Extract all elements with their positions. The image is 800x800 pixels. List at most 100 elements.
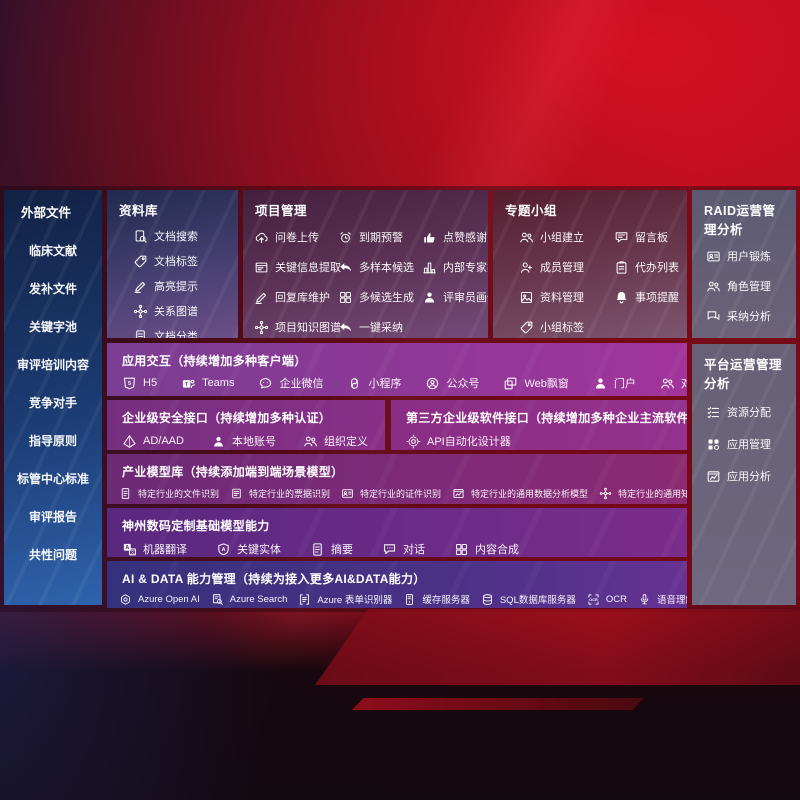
sidebar-item: 竞争对手 (28, 396, 77, 410)
feature-item-label: 多样本候选 (359, 262, 414, 274)
feature-item-label: AD/AAD (143, 435, 184, 447)
feature-item: 组织定义 (303, 433, 368, 449)
feature-item: 问卷上传 (254, 229, 338, 245)
feature-item-label: 回复库维护 (275, 292, 330, 304)
feature-item: 缓存服务器 (403, 592, 470, 606)
openai-icon (119, 593, 132, 606)
highlight-pen-icon (133, 279, 148, 294)
feature-item: 高亮提示 (133, 278, 238, 294)
feature-item: SQL数据库服务器 (481, 592, 576, 606)
sidebar-item: 审评报告 (28, 510, 77, 524)
alarm-warning-icon (338, 230, 353, 245)
feature-item: 应用分析 (706, 468, 796, 484)
feature-item-label: 企业微信 (279, 378, 324, 390)
feature-item-label: 代办列表 (635, 262, 679, 274)
feature-item-label: 高亮提示 (154, 281, 198, 293)
sidebar-item: 共性问题 (28, 548, 77, 562)
feature-item: 摘要 (310, 541, 353, 557)
feature-item-label: 缓存服务器 (422, 595, 470, 606)
panel-repository: 资料库 文档搜索 文档标签 高亮提示 关系图谱 文档分类 (107, 190, 238, 338)
feature-item-label: 项目知识图谱 (275, 322, 341, 334)
feature-item: A 关键实体 (216, 541, 281, 557)
feature-item: 事项提醒 (614, 289, 687, 305)
cloud-upload-icon (254, 230, 269, 245)
interaction-client-list: 5 H5 T Teams 企业微信 小程序 公众号 Web飘窗 门户 对话 (122, 375, 687, 391)
reply-pen-icon (254, 290, 269, 305)
feature-item-label: H5 (143, 377, 158, 389)
feature-item: 门户 (593, 375, 636, 391)
band-base-models: 神州数码定制基础模型能力 A 文机器翻译 A 关键实体 摘要 对话 内容合成 (107, 508, 687, 557)
feature-item: Web飘窗 (503, 375, 569, 391)
form-recognizer-icon (298, 593, 311, 606)
feature-item-label: 特定行业的通用数据分析模型 (471, 489, 589, 499)
expert-rank-icon (422, 260, 437, 275)
doc-classify-icon (133, 329, 148, 338)
band-thirdparty-interface: 第三方企业级软件接口（持续增加多种企业主流软件接口） API自动化设计器 (391, 400, 687, 450)
svg-text:文: 文 (130, 548, 135, 555)
feature-item: 采纳分析 (706, 308, 796, 324)
feature-item-label: 小组建立 (540, 232, 584, 244)
wecom-icon (258, 376, 273, 391)
doc-tag-icon (133, 254, 148, 269)
member-manage-icon (519, 260, 534, 275)
feature-item-label: 角色管理 (727, 281, 771, 293)
security-auth-list: AD/AAD 本地账号 组织定义 (122, 433, 385, 449)
svg-text:A: A (125, 545, 129, 551)
feature-item: 点赞感谢 (422, 229, 488, 245)
bottom-red-shape (315, 609, 800, 685)
feature-item: 小组标签 (519, 319, 614, 335)
feature-item: 回复库维护 (254, 289, 338, 305)
resource-alloc-icon (706, 405, 721, 420)
feature-item-label: 公众号 (446, 378, 480, 390)
bottom-red-bar (352, 698, 644, 710)
feature-item-label: 采纳分析 (727, 311, 771, 323)
feature-item-label: 文档分类 (154, 331, 198, 338)
thumbs-up-icon (422, 230, 437, 245)
band-app-interaction: 应用交互（持续增加多种客户端） 5 H5 T Teams 企业微信 小程序 公众号 Web飘窗… (107, 343, 687, 396)
feature-item-label: 小组标签 (540, 322, 584, 334)
feature-item: 多候选生成 (338, 289, 422, 305)
panel-project-management-title: 项目管理 (255, 204, 308, 218)
external-files-list: 临床文献 发补文件 关键字池 审评培训内容 竞争对手 指导原则 标管中心标准 审评报告 共性问题 (4, 242, 102, 563)
feature-item: 特定行业的票据识别 (230, 487, 330, 500)
feature-item: 语音理解 (638, 592, 687, 606)
feature-item-label: 文档标签 (154, 256, 198, 268)
feature-item: 文档搜索 (133, 228, 238, 244)
relation-graph-icon (133, 304, 148, 319)
feature-item-label: 关键实体 (237, 544, 281, 556)
official-account-icon (425, 376, 440, 391)
band-industry-models: 产业模型库（持续添加端到端场景模型） 特定行业的文件识别 特定行业的票据识别 特定行… (107, 454, 687, 504)
band-security-interface-title: 企业级安全接口（持续增加多种认证） (122, 411, 332, 425)
feature-item-label: 特定行业的通用知识图谱模型 (618, 489, 687, 499)
sql-server-icon (481, 593, 494, 606)
band-aidata-management: AI & DATA 能力管理（持续为接入更多AI&DATA能力） Azure O… (107, 561, 687, 608)
feature-item: 内部专家排名 (422, 259, 488, 275)
kg-model-icon (599, 487, 612, 500)
feature-item-label: 应用管理 (727, 439, 771, 451)
feature-item-label: 小程序 (368, 378, 402, 390)
feature-item-label: 特定行业的文件识别 (138, 489, 220, 499)
feature-item: 对话 (660, 375, 687, 391)
feature-item: Azure Open AI (119, 593, 200, 606)
knowledge-graph-icon (254, 320, 269, 335)
panel-raid-analysis: RAID运营管理分析 用户锻炼角色管理采纳分析问题趋势 (692, 190, 796, 338)
band-industry-models-title: 产业模型库（持续添加端到端场景模型） (122, 465, 344, 479)
feature-item: 特定行业的通用数据分析模型 (452, 487, 588, 500)
sidebar-item: 临床文献 (28, 244, 77, 258)
feature-item: 小程序 (347, 375, 401, 391)
sidebar-item: 关键字池 (28, 320, 77, 334)
ad-aad-icon (122, 434, 137, 449)
svg-text:5: 5 (128, 380, 131, 386)
panel-platform-analysis: 平台运营管理分析 资源分配 应用管理 应用分析 (692, 344, 796, 605)
feature-item: T Teams (181, 376, 234, 391)
feature-item-label: 摘要 (331, 544, 353, 556)
panel-topic-groups-title: 专题小组 (505, 204, 558, 218)
feature-item: 文档标签 (133, 253, 238, 269)
feature-item-label: 资源分配 (727, 407, 771, 419)
feature-item: 文档分类 (133, 328, 238, 338)
feature-item: 代办列表 (614, 259, 687, 275)
feature-item-label: OCR (605, 593, 627, 605)
feature-item-label: Teams (202, 377, 235, 389)
thirdparty-tool-list: API自动化设计器 (406, 433, 687, 449)
